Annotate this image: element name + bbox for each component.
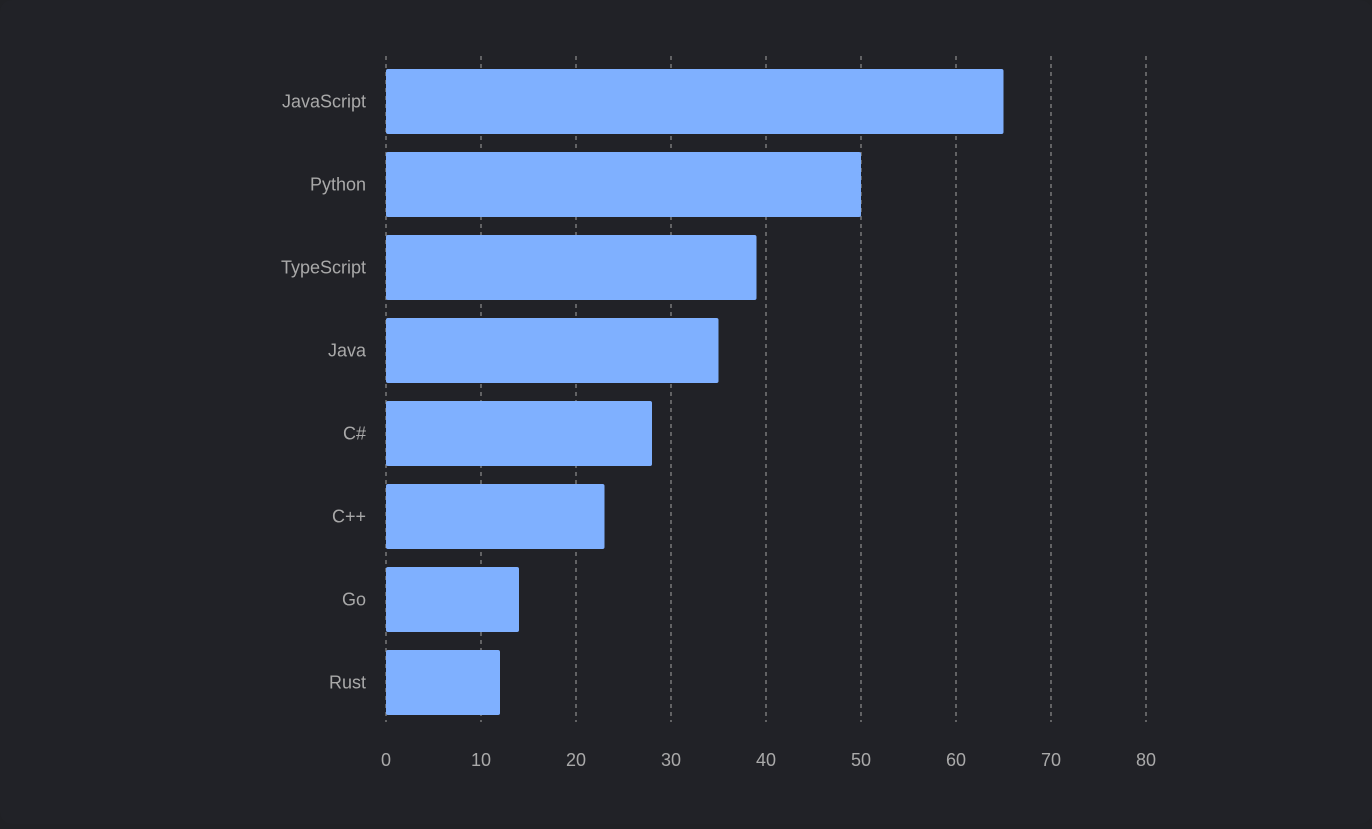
x-tick-label: 20 [566,750,586,770]
x-tick-label: 40 [756,750,776,770]
x-tick-label: 0 [381,750,391,770]
bars [386,69,1004,715]
bar-python[interactable] [386,152,861,217]
category-labels: JavaScript Python TypeScript Java C# C++ Go Rus… [281,92,367,693]
x-tick-label: 80 [1136,750,1156,770]
x-tick-label: 60 [946,750,966,770]
bar-csharp[interactable] [386,401,652,466]
category-label: C++ [332,507,366,527]
category-label: C# [343,424,366,444]
x-tick-label: 10 [471,750,491,770]
x-tick-label: 70 [1041,750,1061,770]
x-tick-label: 50 [851,750,871,770]
bar-cplusplus[interactable] [386,484,605,549]
category-label: Go [342,590,366,610]
bar-typescript[interactable] [386,235,757,300]
bar-javascript[interactable] [386,69,1004,134]
bar-go[interactable] [386,567,519,632]
category-label: Python [310,175,366,195]
category-label: Rust [329,673,366,693]
category-label: TypeScript [281,258,366,278]
bar-java[interactable] [386,318,719,383]
category-label: JavaScript [282,92,366,112]
x-tick-labels: 0 10 20 30 40 50 60 70 80 [381,750,1156,770]
category-label: Java [328,341,367,361]
bar-rust[interactable] [386,650,500,715]
x-tick-label: 30 [661,750,681,770]
